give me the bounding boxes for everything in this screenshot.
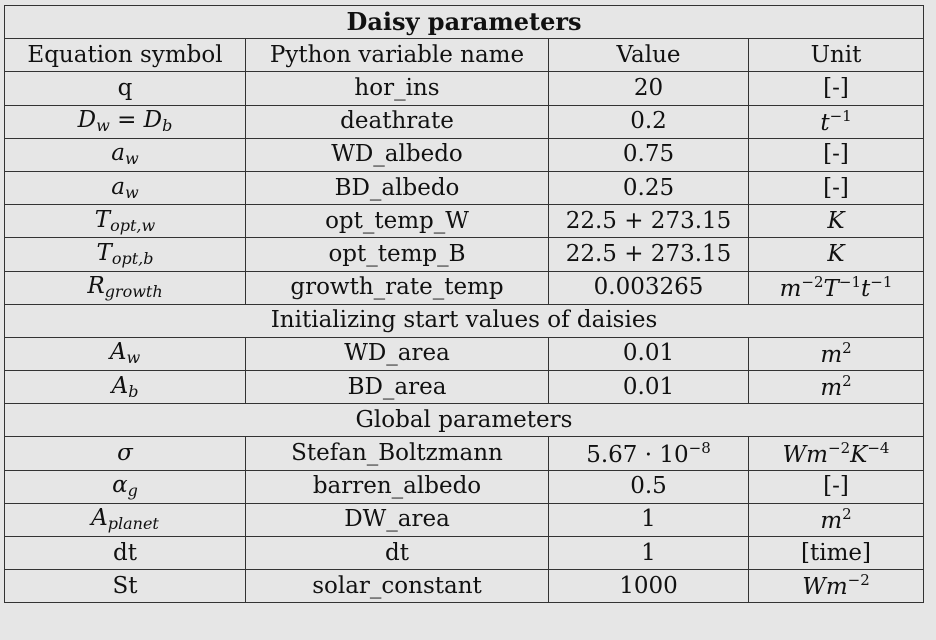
table-row: Topt,b opt_temp_B 22.5 + 273.15 K	[4, 237, 924, 272]
value-cell: 0.01	[548, 336, 749, 372]
equation-symbol-cell: dt	[4, 535, 246, 571]
python-variable-name-cell: Stefan_Boltzmann	[245, 436, 549, 471]
python-variable-name-cell: deathrate	[245, 104, 549, 139]
table-row: aw BD_albedo 0.25 [-]	[4, 170, 924, 206]
python-variable-name-cell: solar_constant	[245, 569, 549, 604]
value-cell: 20	[548, 71, 749, 106]
value-cell: 5.67 · 10−8	[548, 436, 749, 471]
table-title-row: Daisy parameters	[4, 4, 924, 40]
python-variable-name-cell: DW_area	[245, 502, 549, 538]
table-title: Daisy parameters	[4, 4, 924, 40]
unit-cell: m2	[748, 370, 924, 405]
python-variable-name-cell: opt_temp_B	[245, 237, 549, 272]
equation-symbol-cell: aw	[4, 137, 246, 172]
equation-symbol-cell: Ab	[4, 370, 246, 405]
table-row: aw WD_albedo 0.75 [-]	[4, 137, 924, 172]
python-variable-name-cell: barren_albedo	[245, 469, 549, 504]
table-row: Aw WD_area 0.01 m2	[4, 336, 924, 372]
header-equation-symbol: Equation symbol	[4, 38, 246, 73]
table-header-row: Equation symbol Python variable name Val…	[4, 38, 924, 73]
table-row: Rgrowth growth_rate_temp 0.003265 m−2T−1t−1	[4, 270, 924, 305]
value-cell: 0.2	[548, 104, 749, 139]
table-row: St solar_constant 1000 Wm−2	[4, 569, 924, 604]
table-row: Aplanet DW_area 1 m2	[4, 502, 924, 538]
table-row: dt dt 1 [time]	[4, 535, 924, 571]
equation-symbol-cell: aw	[4, 170, 246, 206]
header-value: Value	[548, 38, 749, 73]
table-row: Dw = Db deathrate 0.2 t−1	[4, 104, 924, 139]
value-cell: 0.01	[548, 370, 749, 405]
equation-symbol-cell: Rgrowth	[4, 270, 246, 305]
unit-cell: m2	[748, 502, 924, 538]
value-cell: 0.25	[548, 170, 749, 206]
table-row: αg barren_albedo 0.5 [-]	[4, 469, 924, 504]
unit-cell: m−2T−1t−1	[748, 270, 924, 305]
python-variable-name-cell: BD_albedo	[245, 170, 549, 206]
equation-symbol-cell: q	[4, 71, 246, 106]
value-cell: 0.75	[548, 137, 749, 172]
unit-cell: [-]	[748, 170, 924, 206]
table-row: q hor_ins 20 [-]	[4, 71, 924, 106]
daisy-parameters-table: Daisy parameters Equation symbol Python …	[4, 4, 924, 604]
unit-cell: Wm−2K−4	[748, 436, 924, 471]
unit-cell: m2	[748, 336, 924, 372]
section-heading-global-row: Global parameters	[4, 403, 924, 438]
equation-symbol-cell: Topt,b	[4, 237, 246, 272]
unit-cell: [-]	[748, 469, 924, 504]
section-heading-global: Global parameters	[4, 403, 924, 438]
unit-cell: t−1	[748, 104, 924, 139]
equation-symbol-cell: Dw = Db	[4, 104, 246, 139]
value-cell: 1000	[548, 569, 749, 604]
python-variable-name-cell: growth_rate_temp	[245, 270, 549, 305]
value-cell: 1	[548, 502, 749, 538]
unit-cell: K	[748, 237, 924, 272]
value-cell: 22.5 + 273.15	[548, 204, 749, 239]
equation-symbol-cell: σ	[4, 436, 246, 471]
unit-cell: K	[748, 204, 924, 239]
python-variable-name-cell: WD_albedo	[245, 137, 549, 172]
equation-symbol-cell: αg	[4, 469, 246, 504]
equation-symbol-cell: Aplanet	[4, 502, 246, 538]
unit-cell: Wm−2	[748, 569, 924, 604]
python-variable-name-cell: BD_area	[245, 370, 549, 405]
header-python-variable-name: Python variable name	[245, 38, 549, 73]
unit-cell: [-]	[748, 71, 924, 106]
python-variable-name-cell: WD_area	[245, 336, 549, 372]
python-variable-name-cell: dt	[245, 535, 549, 571]
table-row: σ Stefan_Boltzmann 5.67 · 10−8 Wm−2K−4	[4, 436, 924, 471]
unit-cell: [-]	[748, 137, 924, 172]
header-unit: Unit	[748, 38, 924, 73]
equation-symbol-cell: Aw	[4, 336, 246, 372]
unit-cell: [time]	[748, 535, 924, 571]
value-cell: 1	[548, 535, 749, 571]
value-cell: 22.5 + 273.15	[548, 237, 749, 272]
table-row: Ab BD_area 0.01 m2	[4, 370, 924, 405]
equation-symbol-cell: St	[4, 569, 246, 604]
equation-symbol-cell: Topt,w	[4, 204, 246, 239]
python-variable-name-cell: opt_temp_W	[245, 204, 549, 239]
python-variable-name-cell: hor_ins	[245, 71, 549, 106]
section-heading-initializing-row: Initializing start values of daisies	[4, 303, 924, 338]
value-cell: 0.003265	[548, 270, 749, 305]
table-row: Topt,w opt_temp_W 22.5 + 273.15 K	[4, 204, 924, 239]
value-cell: 0.5	[548, 469, 749, 504]
section-heading-initializing: Initializing start values of daisies	[4, 303, 924, 338]
parameter-table-container: Daisy parameters Equation symbol Python …	[4, 4, 924, 604]
